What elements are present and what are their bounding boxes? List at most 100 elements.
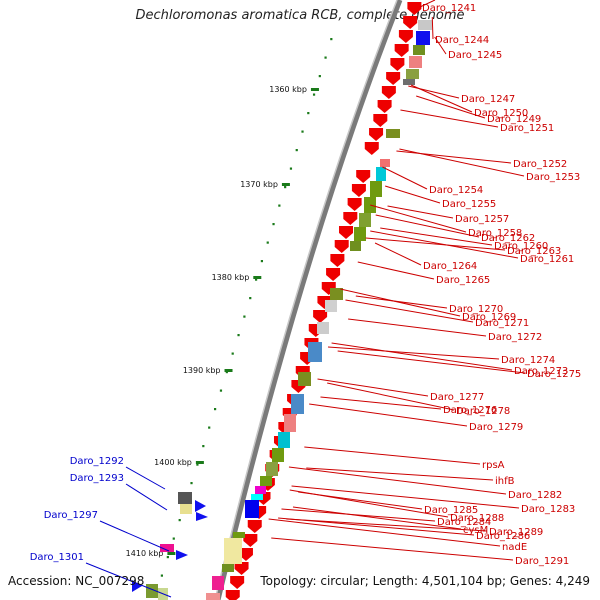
feature-block	[245, 500, 259, 518]
gene-label: Daro_1244	[435, 35, 489, 46]
genome-backbone	[215, 0, 403, 600]
label-leaders	[85, 0, 526, 598]
leader-line	[286, 518, 488, 532]
gene-label: Daro_1292	[70, 456, 124, 467]
leader-line	[125, 483, 168, 511]
feature-block	[222, 564, 234, 572]
leader-line	[331, 342, 513, 371]
gene-label: Daro_1276	[443, 405, 497, 416]
gene-arrow	[381, 86, 396, 99]
gene-label: Daro_1278	[456, 406, 510, 417]
leader-line	[327, 382, 455, 411]
leader-line	[399, 148, 525, 177]
scale-dot	[254, 278, 258, 281]
gene-label: Daro_1291	[515, 556, 569, 567]
feature-block	[406, 69, 419, 79]
gene-label: Daro_1265	[436, 275, 490, 286]
gene-label: Daro_1255	[442, 199, 496, 210]
feature-block	[403, 79, 415, 85]
feature-block	[284, 414, 296, 432]
gene-label: cysM	[463, 525, 488, 536]
forward-strand-genes	[225, 2, 422, 600]
feature-block	[317, 322, 329, 334]
gene-label: Daro_1252	[513, 159, 567, 170]
scale-dot	[249, 297, 252, 300]
gene-arrow	[377, 100, 392, 113]
leader-line	[365, 237, 506, 251]
gene-labels-right: Daro_1241 Daro_1244 Daro_1245 Daro_1247 Daro…	[422, 3, 581, 567]
scale-dot	[178, 519, 181, 522]
leader-line	[288, 466, 507, 495]
scale-dot	[312, 93, 316, 96]
leader-line	[400, 109, 499, 128]
gene-label: Daro_1285	[424, 505, 478, 516]
feature-block	[291, 394, 304, 414]
tick-mark	[224, 369, 233, 372]
scale-dot	[318, 75, 321, 78]
scale-dot	[219, 389, 223, 392]
scale-dot	[301, 130, 304, 133]
gene-arrow	[330, 254, 345, 267]
gene-label: Daro_1275	[527, 369, 581, 380]
feature-block	[364, 197, 376, 213]
gene-arrow	[132, 580, 142, 592]
gene-arrow	[347, 198, 362, 211]
scale-dot	[213, 408, 217, 411]
gene-arrow	[313, 310, 328, 323]
leader-line	[292, 506, 462, 530]
gene-label: Daro_1273	[514, 366, 568, 377]
tick-mark	[195, 461, 204, 464]
gene-label: Daro_1254	[429, 185, 483, 196]
gene-arrow	[195, 500, 206, 512]
tick-label: 1410 kbp	[126, 549, 164, 558]
feature-block	[224, 538, 242, 564]
tick-label: 1400 kbp	[154, 458, 192, 467]
leader-line	[304, 446, 481, 465]
leader-line	[357, 261, 435, 280]
leader-line	[291, 485, 520, 509]
scale-dot	[307, 112, 310, 115]
gene-label: Daro_1282	[508, 490, 562, 501]
feature-block	[380, 159, 390, 167]
leader-line	[434, 36, 447, 55]
gene-label: Daro_1293	[70, 473, 124, 484]
gene-label: Daro_1258	[468, 228, 522, 239]
feature-block	[180, 504, 192, 514]
feature-block	[178, 492, 192, 504]
feature-blocks	[146, 20, 432, 600]
gene-arrow	[390, 58, 405, 71]
gene-arrow	[351, 184, 366, 197]
gene-arrow	[196, 512, 208, 521]
tick-mark	[167, 552, 176, 555]
scale-dot	[190, 482, 193, 485]
gene-arrow	[369, 128, 384, 141]
leader-line	[327, 346, 500, 360]
scale-dot	[260, 260, 264, 263]
scale-dot	[289, 167, 293, 170]
topology-text: Topology: circular; Length: 4,501,104 bp…	[260, 574, 590, 588]
gene-label: Daro_1284	[437, 517, 491, 528]
gene-label: Daro_1279	[469, 422, 523, 433]
gene-label: Daro_1269	[462, 312, 516, 323]
genome-backbone-highlight	[214, 0, 398, 600]
scale-dot	[243, 315, 246, 318]
feature-block	[416, 31, 430, 45]
gene-label: Daro_1283	[521, 504, 575, 515]
gene-label: Daro_1271	[475, 318, 529, 329]
leader-line	[306, 467, 494, 481]
gene-arrow	[343, 212, 358, 225]
gene-label: Daro_1270	[449, 304, 503, 315]
accession-text: Accession: NC_007298	[8, 574, 145, 588]
gene-label: Daro_1277	[430, 392, 484, 403]
feature-block	[298, 372, 311, 386]
gene-label: nadE	[502, 542, 527, 553]
gene-arrow	[407, 2, 422, 15]
gene-arrow	[403, 16, 418, 29]
gene-label: Daro_1263	[507, 246, 561, 257]
feature-block	[325, 300, 337, 312]
scale-dot	[266, 241, 269, 244]
scale-dot	[208, 426, 211, 429]
leader-line	[416, 95, 486, 119]
feature-block	[260, 476, 272, 486]
